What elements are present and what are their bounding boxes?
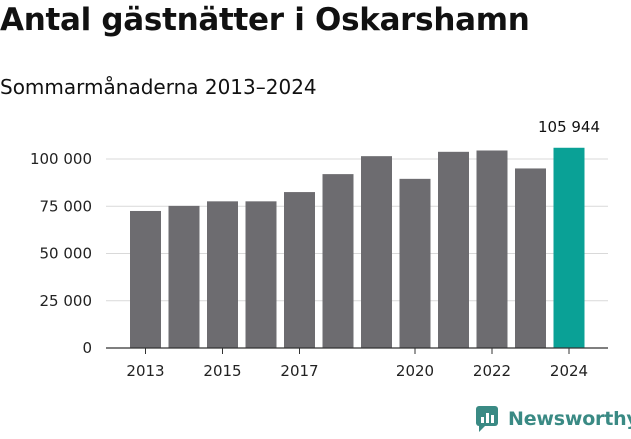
highlight-data-label: 105 944 (538, 118, 600, 136)
bar-2013 (130, 210, 161, 348)
x-tick-label: 2013 (126, 362, 164, 380)
x-tick-label: 2022 (473, 362, 511, 380)
bar-2017 (284, 192, 315, 348)
bar-2023 (515, 168, 546, 348)
x-tick-label: 2024 (550, 362, 588, 380)
x-tick-label: 2020 (396, 362, 434, 380)
y-tick-label: 25 000 (40, 292, 93, 310)
x-axis (106, 347, 608, 354)
bar-2021 (438, 151, 469, 348)
brand-logo: Newsworthy (476, 406, 631, 432)
bar-2018 (322, 174, 354, 348)
bar-2019 (361, 156, 392, 348)
newsworthy-logo-icon (476, 406, 498, 432)
bar-2020 (399, 178, 431, 348)
y-tick-label: 75 000 (40, 197, 93, 215)
bar-2024 (553, 147, 585, 348)
brand-name: Newsworthy (508, 408, 631, 430)
chart-title: Antal gästnätter i Oskarshamn (0, 2, 530, 38)
data-labels: 105 944 (538, 118, 600, 136)
chart-subtitle: Sommarmånaderna 2013–2024 (0, 75, 317, 99)
y-axis-labels: 0 25 000 50 000 75 000 100 000 (30, 150, 92, 357)
x-axis-labels: 2013 2015 2017 2020 2022 2024 (126, 362, 588, 380)
x-tick-label: 2015 (203, 362, 241, 380)
y-tick-label: 100 000 (30, 150, 92, 168)
bar-2015 (207, 201, 238, 348)
bars (130, 147, 585, 348)
x-tick-label: 2017 (280, 362, 318, 380)
y-tick-label: 50 000 (40, 245, 93, 263)
bar-2016 (245, 201, 277, 348)
bar-2022 (476, 150, 508, 348)
y-tick-label: 0 (82, 339, 92, 357)
bar-2014 (168, 205, 200, 348)
